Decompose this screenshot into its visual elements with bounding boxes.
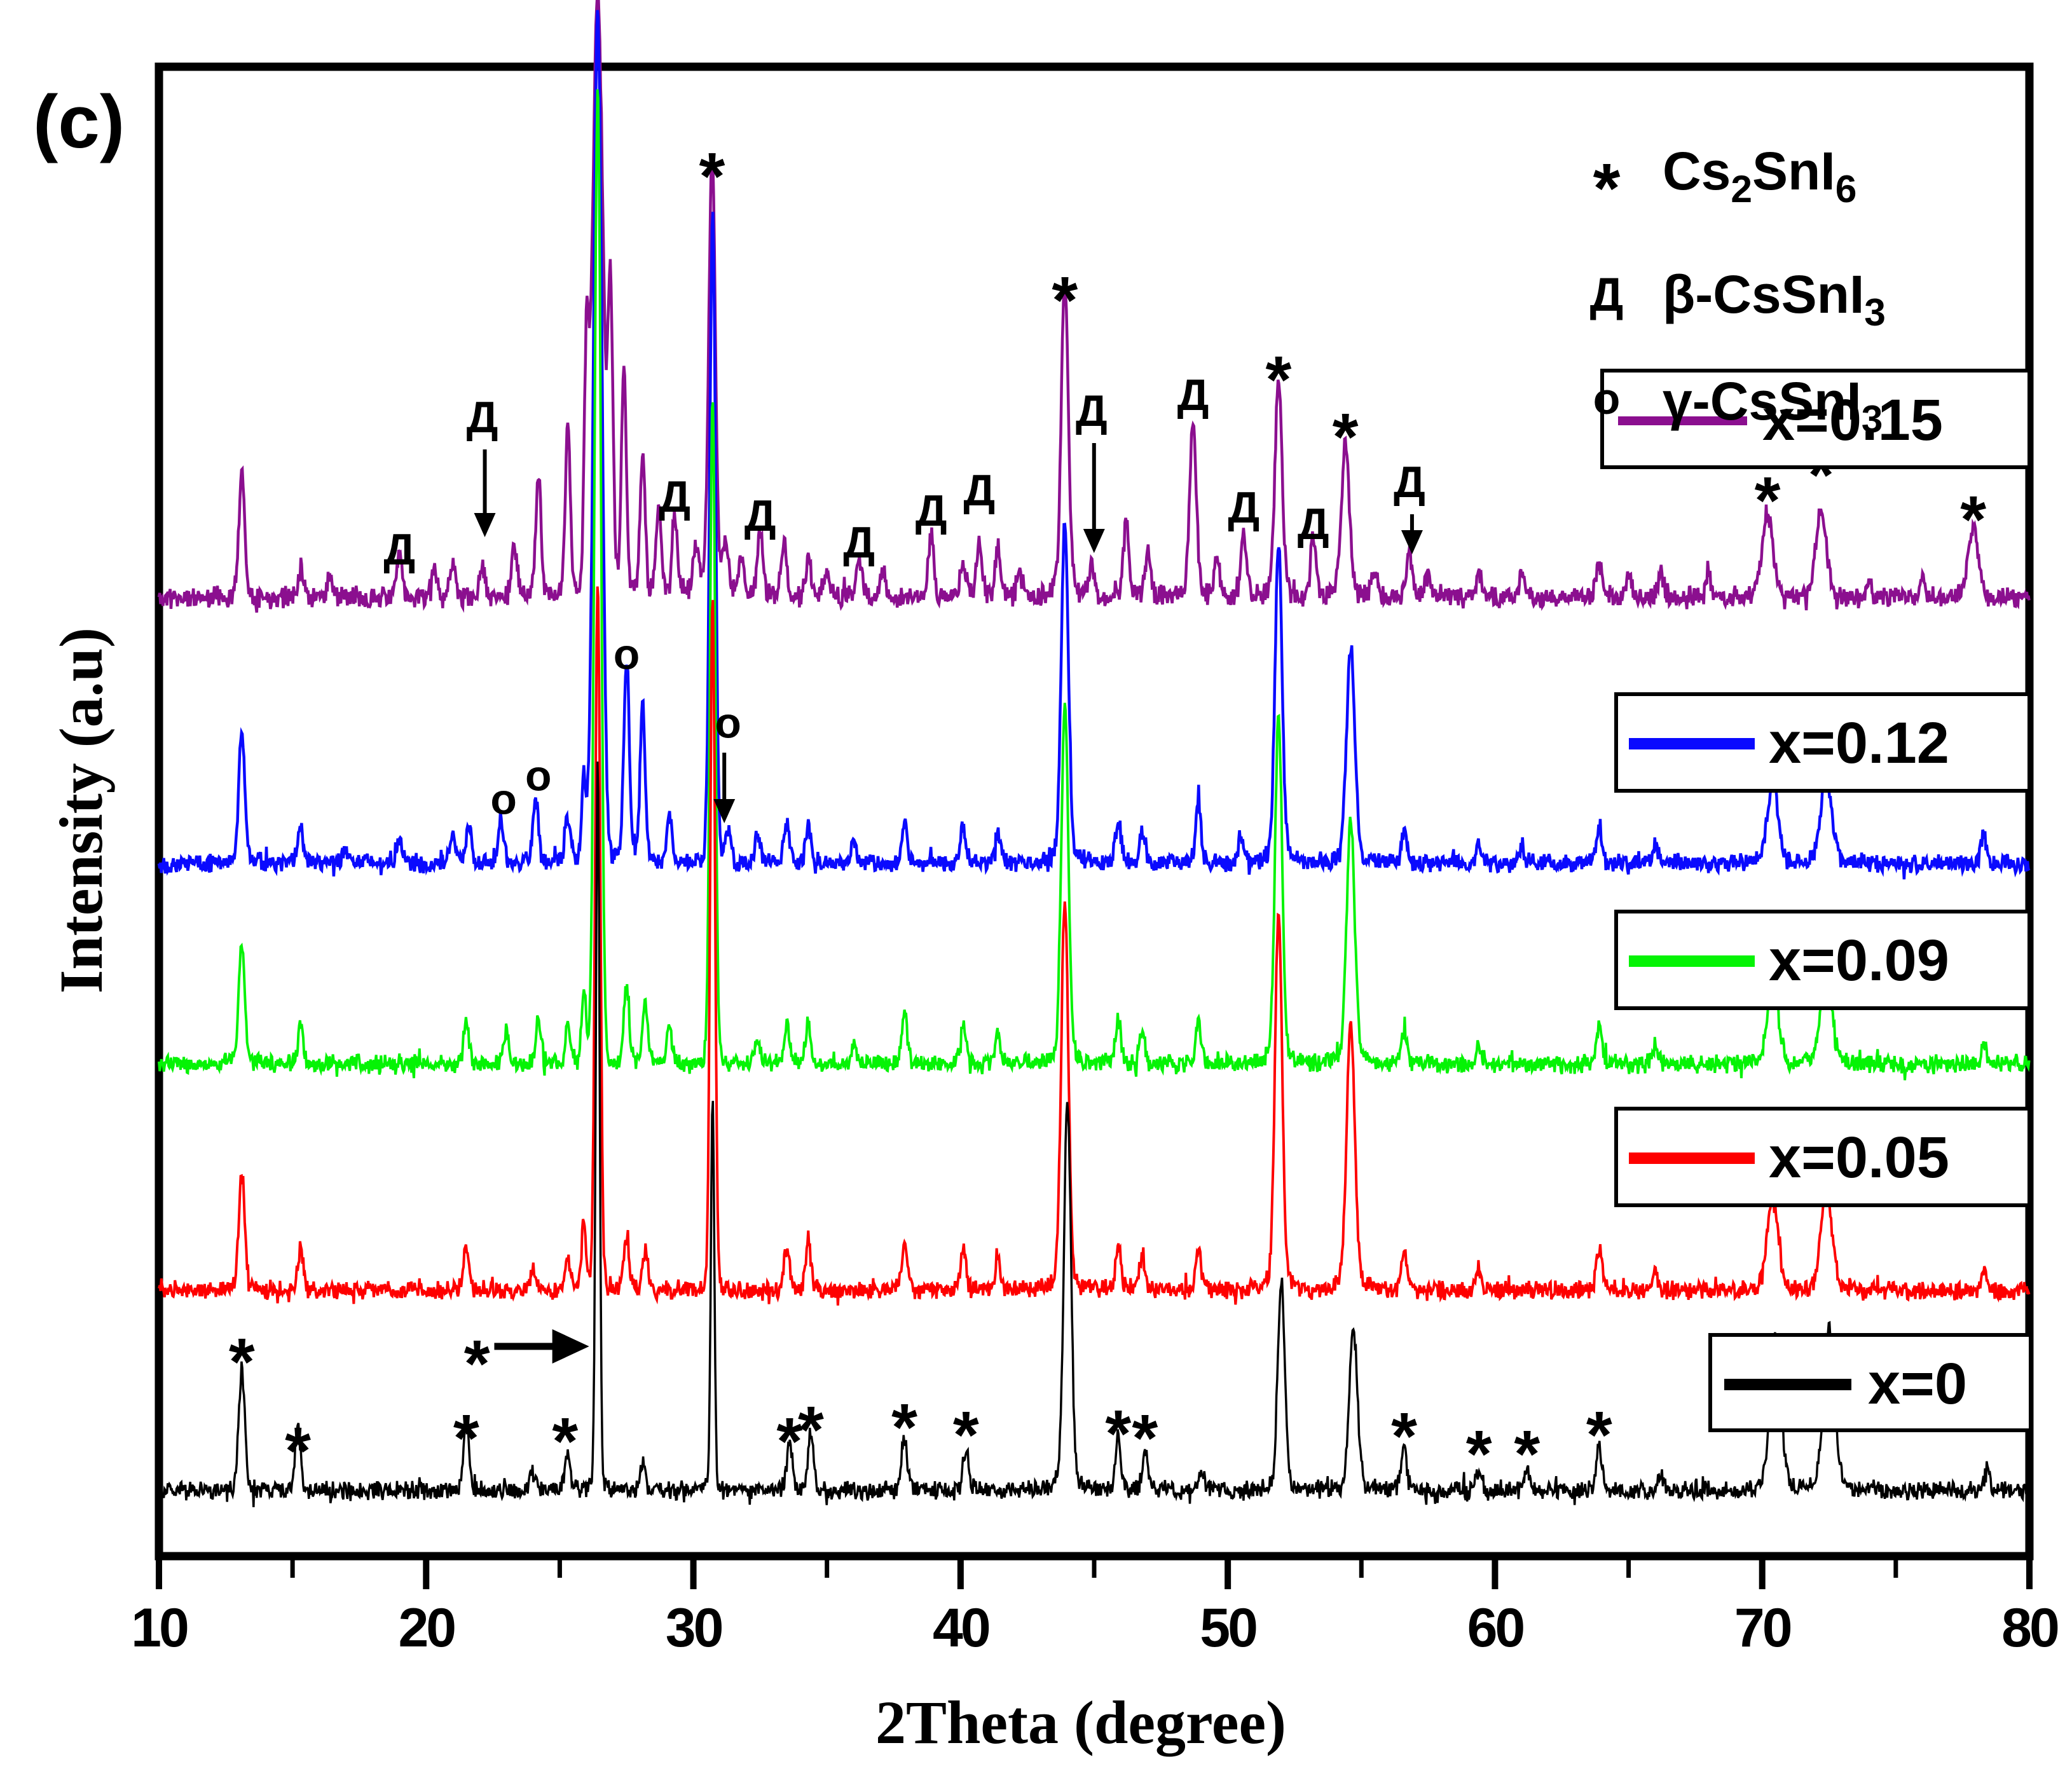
asterisk-marker-arrowed: * <box>464 1327 490 1401</box>
dja-marker: Д <box>1177 370 1209 420</box>
dja-arrow-head <box>1401 530 1423 554</box>
legend-symbol-ast: * <box>1593 149 1621 228</box>
dja-marker: Д <box>916 486 947 535</box>
o-arrow-head <box>713 799 736 823</box>
o-marker: o <box>490 775 517 823</box>
asterisk-marker: * <box>798 1393 824 1467</box>
series-box-label: x=0.09 <box>1769 928 1949 993</box>
asterisk-marker: * <box>1514 1417 1540 1491</box>
dja-marker-arrowed: Д <box>467 392 498 442</box>
dja-arrow-head <box>1083 529 1105 553</box>
x-tick-label: 60 <box>1467 1597 1524 1658</box>
y-axis-title: Intensity (a.u) <box>47 627 115 994</box>
asterisk-marker: * <box>1586 1398 1612 1472</box>
asterisk-marker: * <box>1105 1397 1131 1471</box>
series-box-label: x=0 <box>1868 1351 1967 1416</box>
asterisk-marker: * <box>453 1401 479 1475</box>
asterisk-marker: * <box>1466 1417 1492 1491</box>
o-marker-arrowed: o <box>715 699 741 747</box>
dja-arrow-head <box>474 513 496 537</box>
series-box-label: x=0.12 <box>1769 711 1949 776</box>
dja-marker: Д <box>744 491 776 540</box>
xrd-trace-x0 <box>158 762 2031 1507</box>
xrd-trace-x0.09 <box>158 89 2031 1081</box>
xrd-trace-x0.15 <box>157 0 2031 613</box>
legend-label: Cs2SnI6 <box>1663 141 1856 210</box>
asterisk-marker: * <box>1266 343 1292 417</box>
star-arrow-head <box>552 1329 589 1364</box>
asterisk-marker: * <box>285 1414 311 1488</box>
dja-marker: Д <box>659 472 690 521</box>
x-tick-label: 50 <box>1200 1597 1256 1658</box>
panel-label: (c) <box>33 80 125 164</box>
x-tick-label: 30 <box>666 1597 722 1658</box>
x-tick-label: 10 <box>131 1597 188 1658</box>
legend-symbol-dja: Д <box>1590 268 1624 321</box>
o-marker: o <box>525 751 552 800</box>
asterisk-marker: * <box>776 1404 802 1479</box>
asterisk-marker: * <box>699 139 725 214</box>
series-box-line-swatch <box>1724 1379 1851 1390</box>
series-box-line-swatch <box>1629 738 1755 749</box>
asterisk-marker: * <box>1132 1401 1158 1475</box>
asterisk-marker: * <box>1960 482 1986 557</box>
dja-marker-arrowed: Д <box>1076 386 1108 435</box>
dja-marker: Д <box>843 517 875 567</box>
o-marker: o <box>614 630 640 678</box>
asterisk-marker: * <box>1333 400 1359 474</box>
series-box-label: x=0.15 <box>1762 388 1943 453</box>
legend-symbol-o: o <box>1593 374 1621 423</box>
dja-marker-arrowed: Д <box>1394 457 1425 507</box>
plot-frame <box>154 62 2034 1561</box>
legend-label: β-CsSnI3 <box>1663 264 1886 334</box>
x-tick-label: 80 <box>2001 1597 2058 1658</box>
series-box-label: x=0.05 <box>1769 1125 1949 1190</box>
asterisk-marker: * <box>552 1404 578 1479</box>
dja-marker: Д <box>383 524 415 574</box>
asterisk-marker: * <box>229 1325 255 1399</box>
asterisk-marker: * <box>1755 463 1781 538</box>
x-axis-title: 2Theta (degree) <box>875 1688 1286 1756</box>
x-tick-label: 40 <box>933 1597 989 1658</box>
xrd-trace-x0.05 <box>158 586 2031 1306</box>
x-tick-label: 70 <box>1734 1597 1791 1658</box>
dja-marker: Д <box>1298 499 1329 549</box>
xrd-trace-x0.12 <box>157 10 2031 880</box>
asterisk-marker: * <box>953 1398 979 1472</box>
plot-content: 10 20 30 40 50 60 70 80***** **ДД ДДД ДДД ДД ДДo ooo*… <box>131 0 2061 1658</box>
dja-marker: Д <box>963 465 995 515</box>
series-box-line-swatch <box>1618 416 1747 425</box>
legend-label: γ-CsSnI3 <box>1663 371 1883 441</box>
asterisk-marker: * <box>891 1390 917 1465</box>
series-box-line-swatch <box>1629 955 1755 967</box>
asterisk-marker: * <box>1391 1399 1417 1474</box>
asterisk-marker: * <box>1052 263 1078 338</box>
x-tick-label: 20 <box>398 1597 455 1658</box>
series-box-line-swatch <box>1629 1152 1755 1164</box>
dja-marker: Д <box>1228 482 1259 532</box>
series-box-x0 <box>1708 1333 2033 1432</box>
